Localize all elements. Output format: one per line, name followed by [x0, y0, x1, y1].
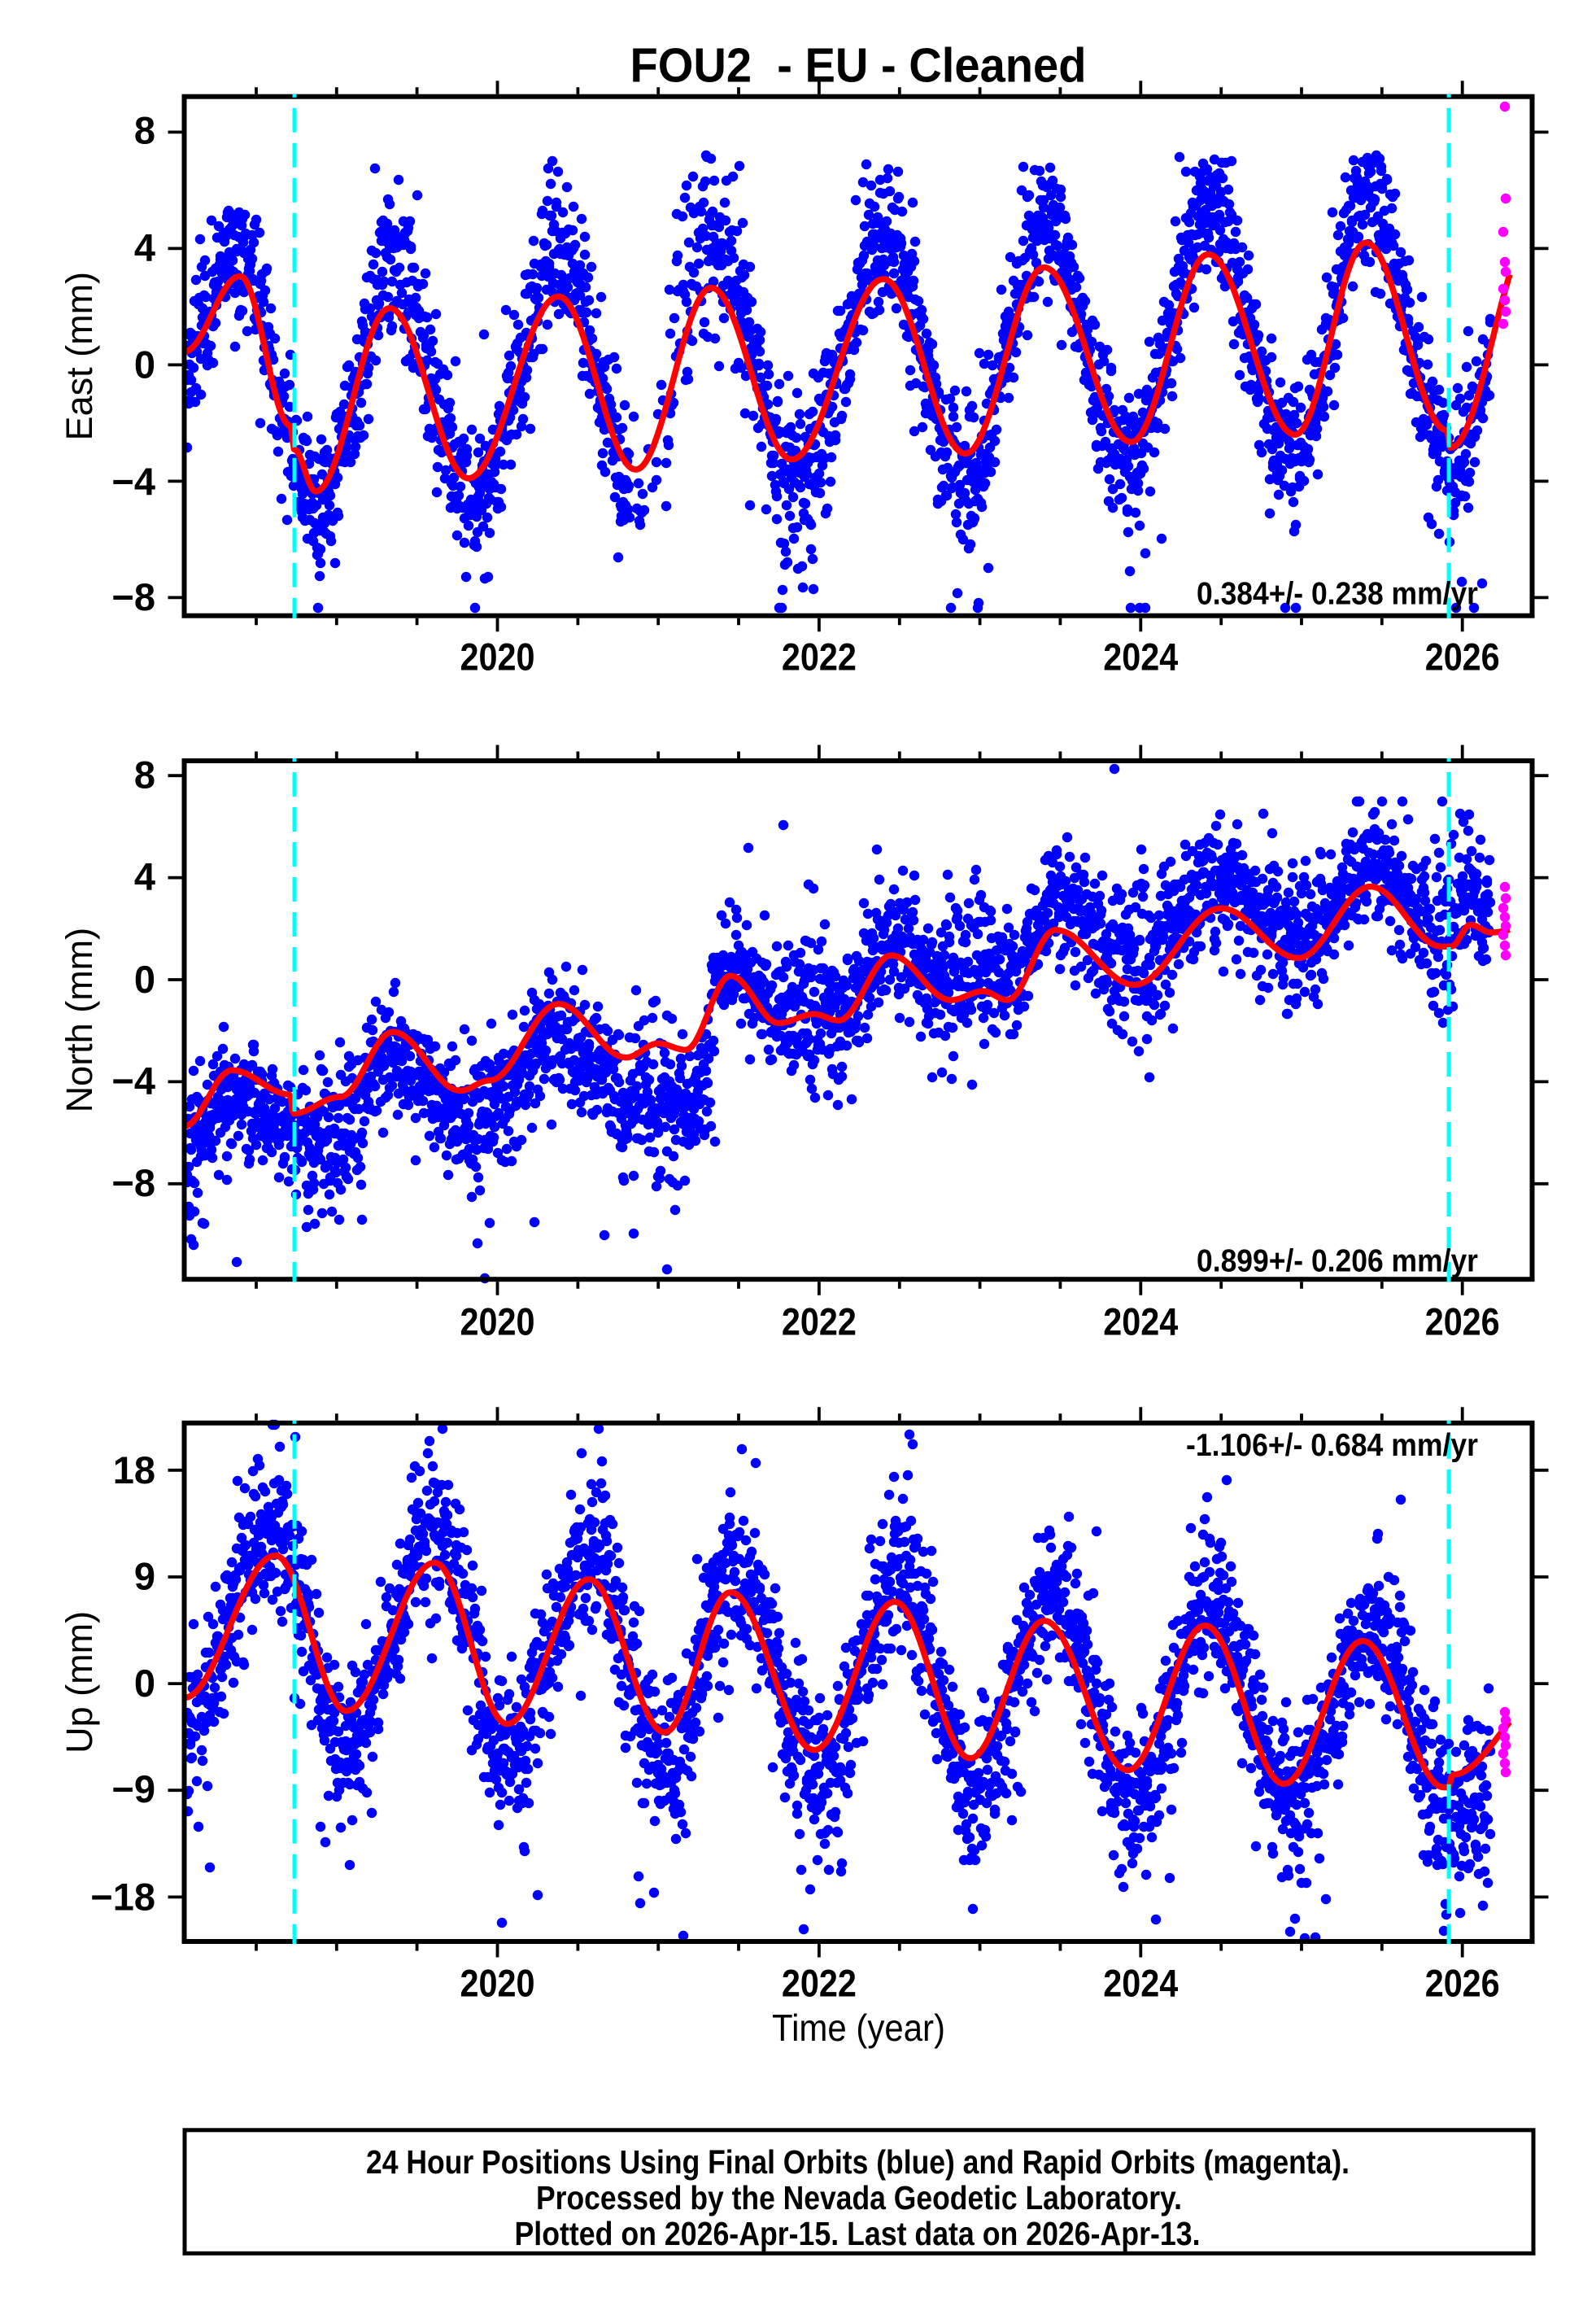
svg-text:−4: −4 [111, 1059, 155, 1102]
svg-text:Processed by the Nevada Geodet: Processed by the Nevada Geodetic Laborat… [536, 2179, 1182, 2216]
svg-text:−9: −9 [111, 1767, 155, 1810]
svg-text:4: 4 [134, 226, 155, 269]
svg-text:North (mm): North (mm) [59, 928, 100, 1112]
svg-text:8: 8 [134, 753, 155, 796]
svg-text:2024: 2024 [1103, 1961, 1178, 2004]
svg-text:0: 0 [134, 1662, 155, 1705]
svg-text:18: 18 [113, 1448, 155, 1491]
svg-text:Plotted on 2026-Apr-15. Last d: Plotted on 2026-Apr-15. Last data on 202… [515, 2215, 1201, 2252]
svg-text:0.899+/- 0.206 mm/yr: 0.899+/- 0.206 mm/yr [1197, 1244, 1478, 1279]
svg-text:2026: 2026 [1425, 1300, 1500, 1343]
svg-text:FOU2 - EU - Cleaned: FOU2 - EU - Cleaned [630, 38, 1087, 92]
svg-text:2024: 2024 [1103, 1300, 1178, 1343]
svg-text:2022: 2022 [782, 1961, 857, 2004]
svg-text:0: 0 [134, 958, 155, 1001]
svg-text:2020: 2020 [460, 635, 535, 679]
svg-text:2020: 2020 [460, 1300, 535, 1343]
svg-text:East (mm): East (mm) [59, 272, 100, 441]
svg-text:−18: −18 [90, 1876, 155, 1919]
svg-text:-1.106+/- 0.684 mm/yr: -1.106+/- 0.684 mm/yr [1186, 1428, 1478, 1463]
svg-text:0.384+/- 0.238 mm/yr: 0.384+/- 0.238 mm/yr [1197, 576, 1478, 611]
svg-text:24 Hour Positions Using Final: 24 Hour Positions Using Final Orbits (bl… [366, 2143, 1350, 2181]
svg-text:2022: 2022 [782, 1300, 857, 1343]
svg-text:2026: 2026 [1425, 635, 1500, 679]
svg-text:2022: 2022 [782, 635, 857, 679]
svg-text:8: 8 [134, 109, 155, 152]
svg-text:2020: 2020 [460, 1961, 535, 2004]
svg-text:−8: −8 [111, 1161, 155, 1204]
svg-text:Up (mm): Up (mm) [59, 1611, 100, 1754]
svg-text:9: 9 [134, 1554, 155, 1597]
svg-text:2024: 2024 [1103, 635, 1178, 679]
svg-text:0: 0 [134, 343, 155, 386]
svg-text:4: 4 [134, 855, 155, 898]
svg-text:Time (year): Time (year) [772, 2007, 945, 2049]
svg-text:2026: 2026 [1425, 1961, 1500, 2004]
svg-text:−4: −4 [111, 460, 155, 503]
svg-text:−8: −8 [111, 575, 155, 618]
